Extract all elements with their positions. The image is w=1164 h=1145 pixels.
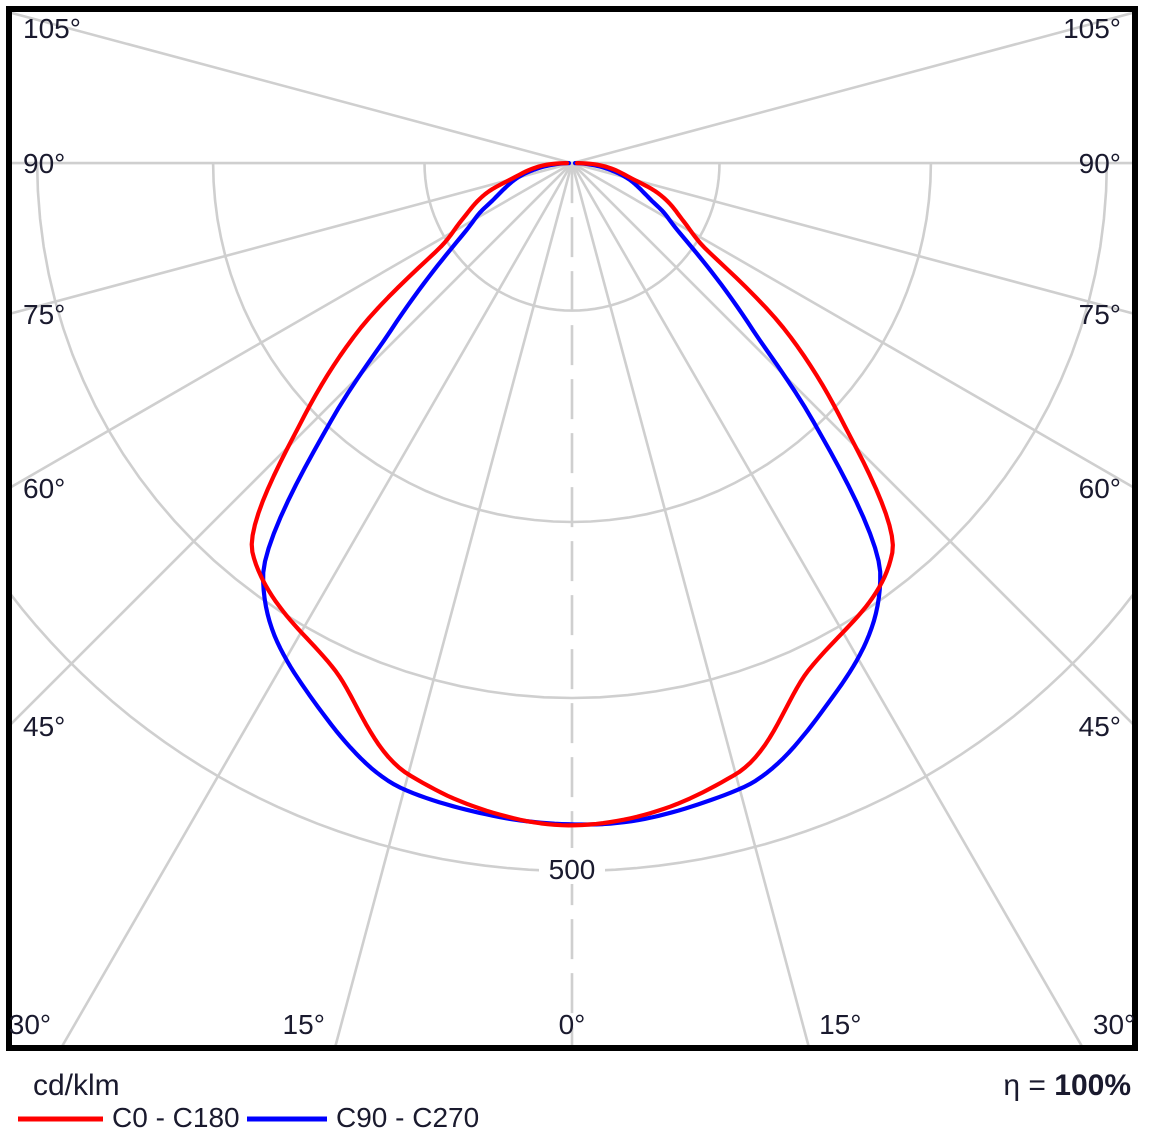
svg-text:105°: 105°	[23, 13, 81, 44]
svg-text:cd/klm: cd/klm	[33, 1069, 120, 1102]
svg-text:0°: 0°	[559, 1009, 586, 1040]
svg-text:C90 - C270: C90 - C270	[336, 1102, 479, 1133]
svg-text:15°: 15°	[819, 1009, 861, 1040]
svg-text:30°: 30°	[1093, 1009, 1135, 1040]
svg-text:15°: 15°	[283, 1009, 325, 1040]
svg-text:C0 - C180: C0 - C180	[112, 1102, 240, 1133]
svg-text:105°: 105°	[1063, 13, 1121, 44]
svg-text:60°: 60°	[23, 473, 65, 504]
svg-text:60°: 60°	[1079, 473, 1121, 504]
svg-text:30°: 30°	[9, 1009, 51, 1040]
svg-text:45°: 45°	[23, 711, 65, 742]
svg-text:75°: 75°	[23, 299, 65, 330]
svg-text:η = 100%: η = 100%	[1003, 1069, 1131, 1102]
svg-text:45°: 45°	[1079, 711, 1121, 742]
svg-text:75°: 75°	[1079, 299, 1121, 330]
svg-text:500: 500	[549, 854, 596, 885]
svg-text:90°: 90°	[1079, 148, 1121, 179]
svg-text:90°: 90°	[23, 148, 65, 179]
